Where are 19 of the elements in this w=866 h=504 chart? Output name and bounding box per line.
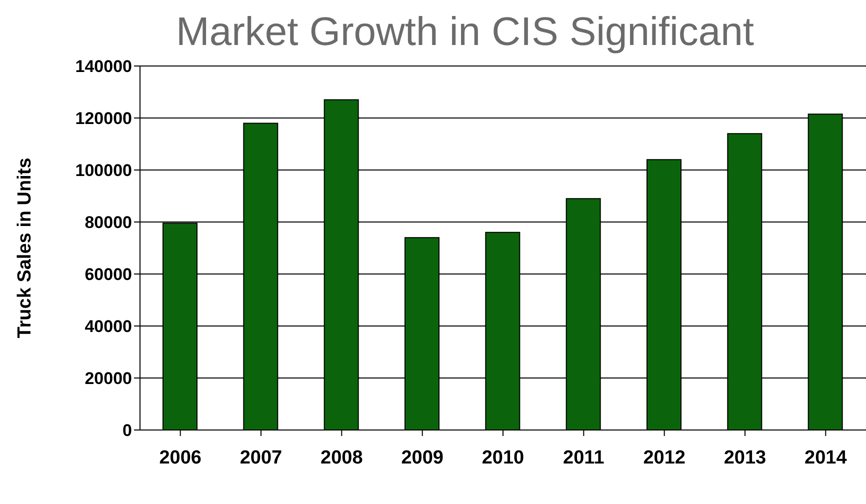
chart-title: Market Growth in CIS Significant [176, 10, 754, 55]
x-tick-label: 2013 [724, 447, 766, 468]
x-tick-label: 2009 [401, 447, 444, 468]
x-tick-label: 2006 [159, 447, 202, 468]
y-tick-label: 0 [122, 421, 132, 440]
y-tick-label: 40000 [84, 317, 132, 336]
x-tick-label: 2007 [240, 447, 282, 468]
x-tick-label: 2012 [643, 447, 686, 468]
x-tick-label: 2008 [320, 447, 363, 468]
y-axis-title: Truck Sales in Units [14, 158, 36, 338]
y-tick-label: 20000 [84, 369, 132, 388]
x-tick-label: 2010 [482, 447, 524, 468]
y-tick-label: 60000 [84, 265, 132, 284]
y-tick-label: 80000 [84, 213, 132, 232]
y-tick-label: 100000 [75, 161, 132, 180]
x-tick-label: 2011 [563, 447, 605, 468]
x-tick-label: 2014 [804, 447, 848, 468]
y-tick-label: 120000 [75, 109, 132, 128]
y-tick-label: 140000 [75, 57, 132, 76]
